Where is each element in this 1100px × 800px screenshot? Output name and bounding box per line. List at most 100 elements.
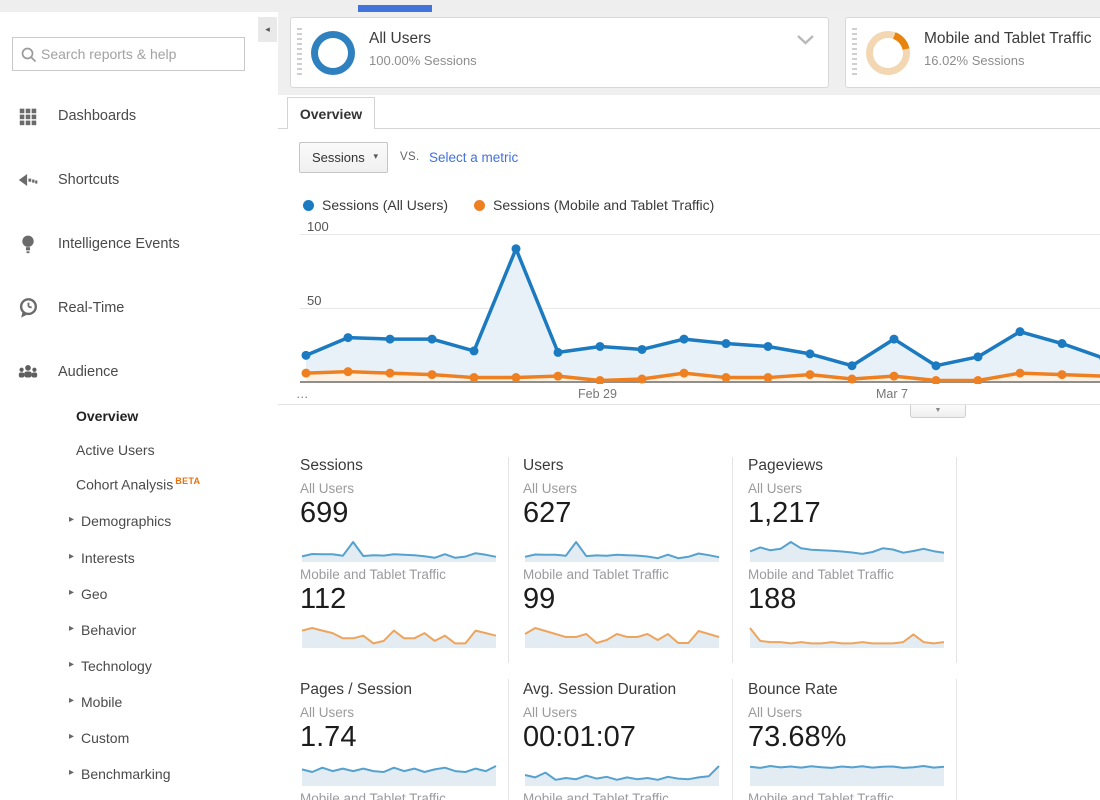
sidebar-collapse-button[interactable]: ◂ bbox=[258, 17, 277, 42]
expand-arrow-icon: ▸ bbox=[69, 767, 75, 778]
sidebar-item-cohort-analysis[interactable]: Cohort Analysis BETA bbox=[0, 475, 278, 495]
segment-drag-handle[interactable] bbox=[852, 28, 857, 78]
sparkline-orange bbox=[749, 627, 945, 648]
x-axis-baseline bbox=[300, 381, 1100, 383]
scorecard-avg-session-duration[interactable]: Avg. Session Duration All Users 00:01:07… bbox=[523, 681, 728, 800]
lightbulb-icon bbox=[17, 233, 41, 257]
sidebar-item-interests[interactable]: ▸ Interests bbox=[0, 549, 278, 569]
segment-name: All Users bbox=[369, 30, 432, 47]
active-top-tab-indicator bbox=[358, 5, 432, 12]
sub-item-label: Technology bbox=[81, 658, 152, 674]
scorecard-pages-per-session[interactable]: Pages / Session All Users 1.74 Mobile an… bbox=[300, 681, 505, 800]
scorecard-segment-label: All Users bbox=[523, 705, 578, 720]
x-axis-label-feb29: Feb 29 bbox=[578, 387, 617, 401]
segments-strip: All Users 100.00% Sessions Mobile and Ta… bbox=[278, 12, 1100, 95]
select-a-metric-link[interactable]: Select a metric bbox=[429, 150, 519, 165]
sessions-timeline-chart[interactable] bbox=[300, 228, 1100, 384]
sidebar-item-intelligence-events[interactable]: Intelligence Events bbox=[0, 231, 278, 259]
scorecard-segment-label: Mobile and Tablet Traffic bbox=[300, 567, 446, 582]
chart-timeline-toggle-button[interactable]: ▼ bbox=[910, 405, 966, 418]
sidebar-item-dashboards[interactable]: Dashboards bbox=[0, 103, 278, 131]
nav-label: Shortcuts bbox=[58, 172, 120, 188]
scorecard-title: Sessions bbox=[300, 457, 363, 474]
legend-label: Sessions (Mobile and Tablet Traffic) bbox=[493, 197, 715, 213]
sub-item-label: Demographics bbox=[81, 513, 172, 529]
scorecard-value: 112 bbox=[300, 583, 347, 615]
scorecard-separator bbox=[956, 679, 957, 800]
segment-donut-mobile-tablet bbox=[866, 31, 910, 75]
scorecard-segment-label: All Users bbox=[523, 481, 578, 496]
y-axis-tick-50: 50 bbox=[307, 293, 322, 308]
tab-divider bbox=[278, 128, 1100, 129]
scorecard-sessions[interactable]: Sessions All Users 699 Mobile and Tablet… bbox=[300, 457, 505, 657]
gridline-50 bbox=[300, 308, 1100, 309]
scorecard-segment-label: All Users bbox=[300, 481, 355, 496]
search-box[interactable] bbox=[12, 37, 245, 71]
scorecard-segment-label: All Users bbox=[748, 481, 803, 496]
sidebar-item-technology[interactable]: ▸ Technology bbox=[0, 657, 278, 677]
legend-dot-blue bbox=[303, 200, 314, 211]
chevron-down-icon[interactable] bbox=[796, 33, 815, 51]
sidebar-item-audience[interactable]: Audience bbox=[0, 359, 278, 387]
sparkline-blue bbox=[301, 765, 497, 786]
x-axis-label-mar7: Mar 7 bbox=[876, 387, 908, 401]
sparkline-blue bbox=[524, 541, 720, 562]
segment-card-mobile-tablet[interactable]: Mobile and Tablet Traffic 16.02% Session… bbox=[845, 17, 1100, 88]
vs-label: VS. bbox=[400, 151, 420, 163]
scorecard-title: Users bbox=[523, 457, 564, 474]
sidebar-item-mobile[interactable]: ▸ Mobile bbox=[0, 693, 278, 713]
sidebar-item-benchmarking[interactable]: ▸ Benchmarking bbox=[0, 765, 278, 785]
sub-item-label: Mobile bbox=[81, 694, 123, 710]
search-icon bbox=[19, 45, 39, 70]
scorecard-segment-label: Mobile and Tablet Traffic bbox=[300, 791, 446, 800]
legend-item-all-users[interactable]: Sessions (All Users) bbox=[303, 197, 448, 213]
sub-item-label: Behavior bbox=[81, 622, 137, 638]
collapse-arrow-icon: ◂ bbox=[265, 24, 270, 34]
sub-item-label: Geo bbox=[81, 586, 108, 602]
sidebar-item-active-users[interactable]: Active Users bbox=[0, 441, 278, 461]
tab-overview[interactable]: Overview bbox=[287, 97, 375, 129]
nav-label: Real-Time bbox=[58, 300, 125, 316]
audience-people-icon bbox=[17, 361, 41, 385]
metric-selector-dropdown[interactable]: Sessions ▾ bbox=[299, 142, 388, 173]
dashboards-grid-icon bbox=[17, 105, 41, 129]
scorecard-value: 699 bbox=[300, 497, 349, 529]
scorecard-title: Pageviews bbox=[748, 457, 823, 474]
sub-item-label: Custom bbox=[81, 730, 130, 746]
expand-arrow-icon: ▸ bbox=[69, 695, 75, 706]
sidebar-item-overview[interactable]: Overview bbox=[0, 407, 278, 427]
cohort-analysis-text: Cohort Analysis bbox=[76, 476, 174, 493]
sidebar-item-demographics[interactable]: ▸ Demographics bbox=[0, 512, 278, 532]
sparkline-blue bbox=[749, 541, 945, 562]
sidebar-item-real-time[interactable]: Real-Time bbox=[0, 295, 278, 323]
scorecard-bounce-rate[interactable]: Bounce Rate All Users 73.68% Mobile and … bbox=[748, 681, 953, 800]
sidebar-item-behavior[interactable]: ▸ Behavior bbox=[0, 621, 278, 641]
scorecard-pageviews[interactable]: Pageviews All Users 1,217 Mobile and Tab… bbox=[748, 457, 953, 657]
segment-donut-all-users bbox=[311, 31, 355, 75]
scorecard-segment-label: Mobile and Tablet Traffic bbox=[523, 791, 669, 800]
legend-item-mobile-tablet[interactable]: Sessions (Mobile and Tablet Traffic) bbox=[474, 197, 714, 213]
scorecard-users[interactable]: Users All Users 627 Mobile and Tablet Tr… bbox=[523, 457, 728, 657]
segment-name: Mobile and Tablet Traffic bbox=[924, 30, 1092, 47]
scorecard-title: Bounce Rate bbox=[748, 681, 838, 698]
legend-label: Sessions (All Users) bbox=[322, 197, 449, 213]
scorecard-value: 99 bbox=[523, 583, 556, 615]
sparkline-orange bbox=[301, 627, 497, 648]
search-input[interactable] bbox=[41, 39, 241, 69]
sidebar-item-custom[interactable]: ▸ Custom bbox=[0, 729, 278, 749]
chart-bottom-divider bbox=[278, 404, 1100, 405]
scorecard-value: 188 bbox=[748, 583, 797, 615]
y-axis-tick-100: 100 bbox=[307, 219, 329, 234]
expand-arrow-icon: ▸ bbox=[69, 514, 75, 525]
sidebar-item-shortcuts[interactable]: Shortcuts bbox=[0, 167, 278, 195]
segment-drag-handle[interactable] bbox=[297, 28, 302, 78]
scorecard-separator bbox=[508, 457, 509, 663]
sub-item-label: Benchmarking bbox=[81, 766, 171, 782]
sparkline-blue bbox=[749, 765, 945, 786]
scorecard-separator bbox=[508, 679, 509, 800]
scorecard-value: 627 bbox=[523, 497, 572, 529]
segment-detail: 100.00% Sessions bbox=[369, 53, 477, 68]
segment-card-all-users[interactable]: All Users 100.00% Sessions bbox=[290, 17, 829, 88]
sidebar-item-geo[interactable]: ▸ Geo bbox=[0, 585, 278, 605]
